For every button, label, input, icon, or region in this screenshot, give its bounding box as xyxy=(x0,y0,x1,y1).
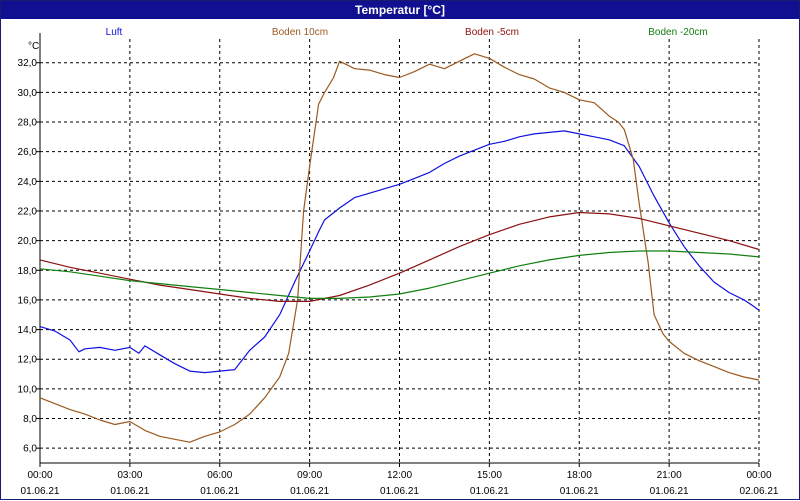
x-tick-time: 21:00 xyxy=(657,470,682,481)
y-tick-label: 18,0 xyxy=(18,266,38,277)
y-tick-label: 12,0 xyxy=(18,355,38,366)
x-tick-date: 01.06.21 xyxy=(200,486,239,497)
x-tick-time: 12:00 xyxy=(387,470,412,481)
x-tick-date: 01.06.21 xyxy=(21,486,60,497)
x-tick-date: 01.06.21 xyxy=(470,486,509,497)
y-tick-label: 20,0 xyxy=(18,236,38,247)
series-line-2 xyxy=(39,211,760,302)
x-tick-date: 01.06.21 xyxy=(380,486,419,497)
series-line-3 xyxy=(39,250,760,299)
y-tick-label: 22,0 xyxy=(18,206,38,217)
y-tick-label: 32,0 xyxy=(18,58,38,69)
x-tick-time: 09:00 xyxy=(297,470,322,481)
y-tick-label: 8,0 xyxy=(23,414,37,425)
y-tick-label: 24,0 xyxy=(18,177,38,188)
y-tick-label: 6,0 xyxy=(23,444,37,455)
axes xyxy=(36,33,760,467)
y-tick-labels: 6,0 8,0 10,0 12,0 14,0 16,0 18,0 20,0 22,0 24,0 26… xyxy=(18,58,38,454)
x-tick-date: 01.06.21 xyxy=(650,486,689,497)
x-tick-date: 01.06.21 xyxy=(560,486,599,497)
x-tick-labels: 00:00 01.06.21 03:00 01.06.21 06:00 01.06.21 0… xyxy=(21,470,779,497)
y-tick-label: 10,0 xyxy=(18,384,38,395)
series-line-1 xyxy=(39,53,760,443)
x-tick-date: 01.06.21 xyxy=(110,486,149,497)
x-tick-time: 18:00 xyxy=(567,470,592,481)
x-tick-time: 00:00 xyxy=(746,470,771,481)
series-line-0 xyxy=(39,130,760,374)
x-tick-time: 03:00 xyxy=(117,470,142,481)
y-axis-unit: °C xyxy=(28,41,39,52)
x-tick-time: 00:00 xyxy=(27,470,52,481)
x-tick-time: 06:00 xyxy=(207,470,232,481)
series-lines xyxy=(39,53,760,443)
legend-entry: Boden -20cm xyxy=(648,27,707,38)
y-tick-label: 16,0 xyxy=(18,295,38,306)
legend-entry: Luft xyxy=(106,27,123,38)
x-tick-time: 15:00 xyxy=(477,470,502,481)
legend-entry: Boden -5cm xyxy=(465,27,519,38)
y-tick-label: 30,0 xyxy=(18,88,38,99)
legend: Luft Boden 10cm Boden -5cm Boden -20cm xyxy=(106,27,708,38)
x-tick-date: 02.06.21 xyxy=(740,486,779,497)
y-tick-label: 14,0 xyxy=(18,325,38,336)
legend-entry: Boden 10cm xyxy=(272,27,328,38)
chart-title: Temperatur [°C] xyxy=(1,1,799,19)
y-tick-label: 26,0 xyxy=(18,147,38,158)
x-tick-date: 01.06.21 xyxy=(290,486,329,497)
y-tick-label: 28,0 xyxy=(18,118,38,129)
